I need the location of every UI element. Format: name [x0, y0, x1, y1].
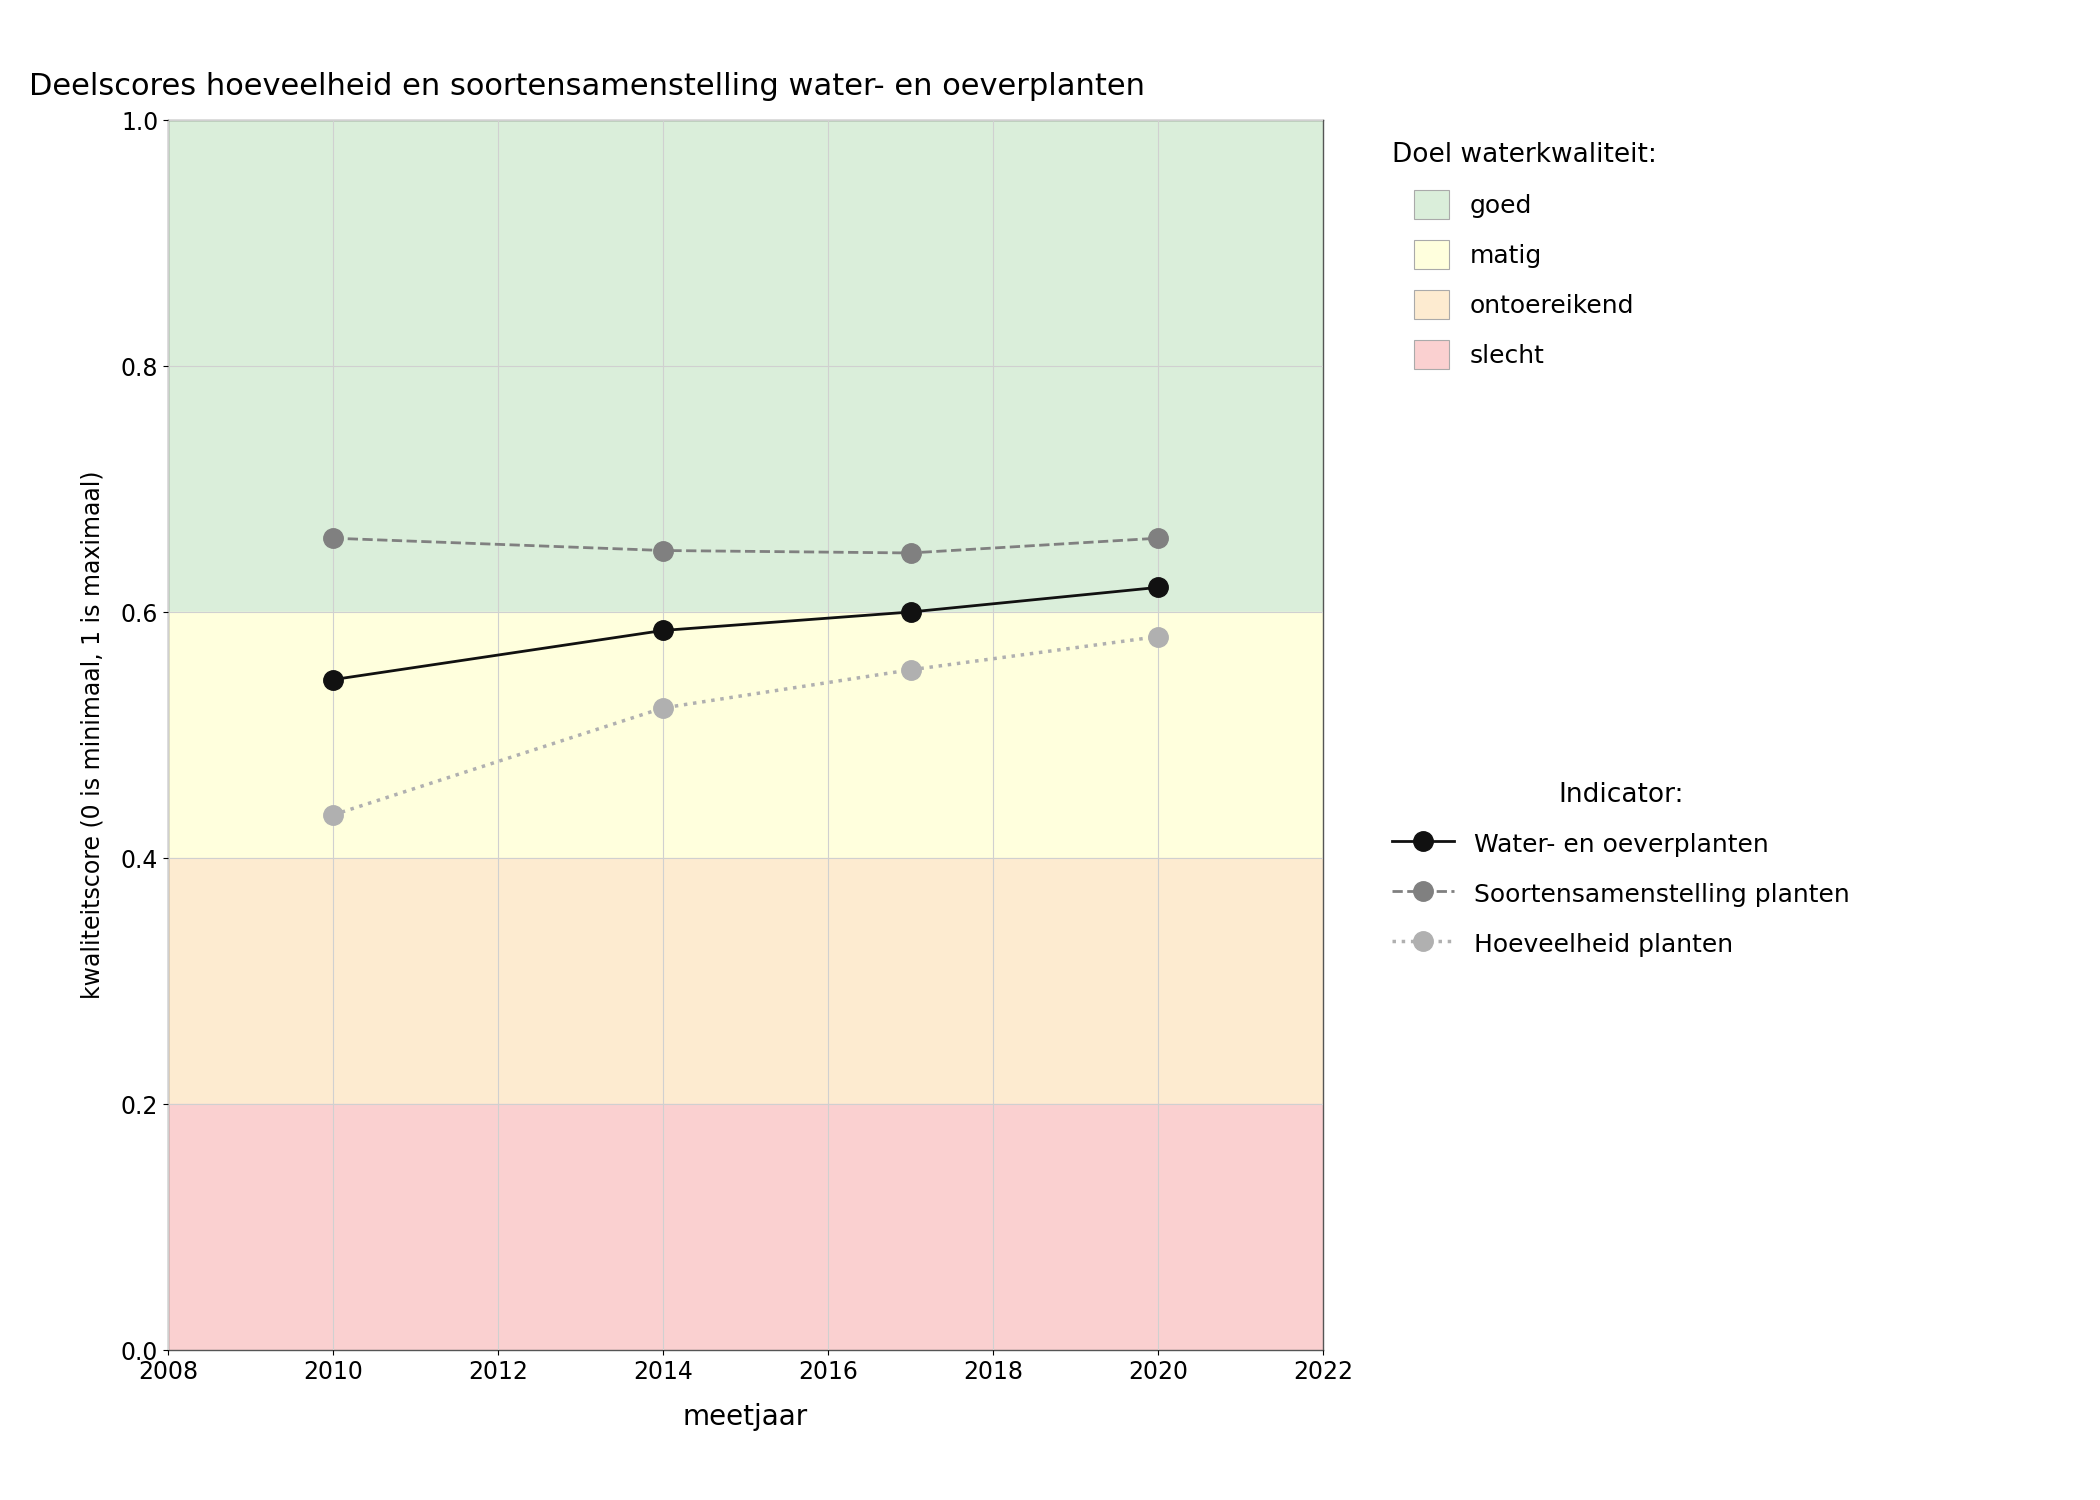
Bar — [168, 858, 1323, 1104]
Bar — [168, 612, 1323, 858]
Text: Deelscores hoeveelheid en soortensamenstelling water- en oeverplanten: Deelscores hoeveelheid en soortensamenst… — [29, 72, 1145, 100]
Bar — [168, 1104, 1323, 1350]
Y-axis label: kwaliteitscore (0 is minimaal, 1 is maximaal): kwaliteitscore (0 is minimaal, 1 is maxi… — [80, 471, 105, 999]
Legend: Water- en oeverplanten, Soortensamenstelling planten, Hoeveelheid planten: Water- en oeverplanten, Soortensamenstel… — [1382, 772, 1861, 969]
Bar — [168, 120, 1323, 612]
X-axis label: meetjaar: meetjaar — [682, 1402, 808, 1431]
